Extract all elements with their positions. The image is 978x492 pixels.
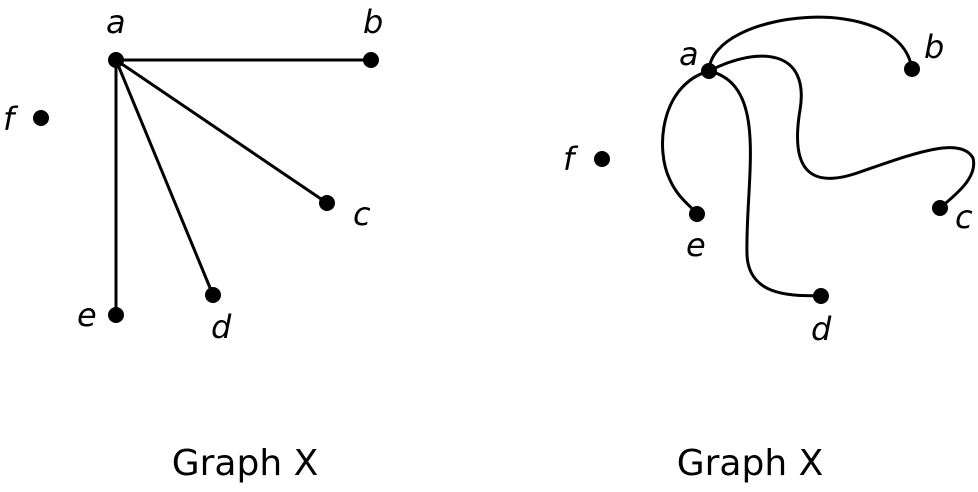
vertex-f	[33, 110, 49, 126]
edge-a-b	[707, 15, 914, 73]
edge-a-c	[114, 58, 329, 205]
vertex-label-d: d	[211, 308, 232, 346]
vertex-label-d: d	[811, 310, 832, 348]
graph-caption-right: Graph X	[677, 443, 824, 484]
vertex-a	[108, 52, 124, 68]
vertex-label-b: b	[924, 28, 944, 66]
vertex-label-c: c	[353, 195, 371, 233]
vertex-label-e: e	[77, 296, 97, 334]
vertex-label-a: a	[106, 3, 126, 41]
edge-a-e	[661, 69, 711, 216]
vertex-f	[594, 151, 610, 167]
vertex-label-c: c	[955, 198, 973, 236]
vertex-e	[108, 307, 124, 323]
graph-left: a b c d e f Graph X	[3, 3, 383, 484]
vertex-label-f: f	[563, 140, 579, 178]
vertex-b	[904, 61, 920, 77]
vertex-label-b: b	[363, 3, 383, 41]
graph-right: a b c d e f Graph X	[563, 15, 976, 484]
vertex-label-a: a	[679, 35, 699, 73]
vertex-b	[363, 52, 379, 68]
vertex-label-e: e	[686, 226, 706, 264]
vertex-label-f: f	[3, 100, 19, 138]
edge-a-d	[114, 58, 215, 297]
vertex-a	[701, 63, 717, 79]
vertex-d	[813, 288, 829, 304]
vertex-c	[932, 200, 948, 216]
vertex-d	[205, 287, 221, 303]
edge-a-d	[707, 69, 823, 298]
graph-caption-left: Graph X	[172, 443, 319, 484]
vertex-c	[319, 195, 335, 211]
edge-a-c	[707, 54, 976, 210]
vertex-e	[689, 206, 705, 222]
